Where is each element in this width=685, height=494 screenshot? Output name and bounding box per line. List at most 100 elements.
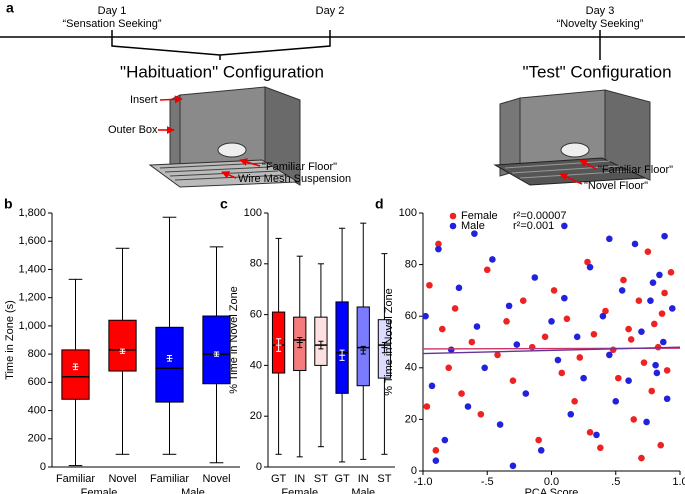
- x-tick-label: 0.0: [544, 476, 559, 488]
- point: [597, 444, 604, 452]
- day-caption: “Sensation Seeking”: [62, 18, 161, 30]
- back-wall: [179, 86, 266, 173]
- y-tick-label: 1,200: [18, 292, 46, 304]
- point: [627, 336, 635, 343]
- point: [571, 398, 578, 405]
- annotation: "Novel Floor": [584, 180, 648, 192]
- day-label: Day 1: [98, 5, 127, 17]
- point: [590, 330, 598, 338]
- x-axis-label: PCA Score: [525, 487, 579, 494]
- annotation: Insert: [130, 94, 158, 106]
- mean-sem: [166, 355, 173, 362]
- y-tick-label: 80: [250, 258, 262, 270]
- point: [586, 429, 594, 436]
- back-wall: [519, 89, 606, 171]
- mean-sem: [296, 336, 303, 349]
- group-label: Male: [181, 487, 205, 494]
- point: [455, 284, 463, 292]
- y-tick-label: 200: [28, 433, 46, 445]
- legend-r2: r²=0.001: [513, 220, 554, 232]
- point: [653, 369, 661, 377]
- y-axis-label: Time in Zone (s): [4, 300, 16, 380]
- y-tick-label: 40: [250, 359, 262, 371]
- x-tick-label: Familiar: [56, 473, 95, 485]
- point: [477, 410, 485, 418]
- point: [612, 398, 620, 405]
- x-tick-label: Novel: [108, 473, 136, 485]
- y-tick-label: 60: [405, 310, 417, 322]
- point: [550, 287, 558, 294]
- y-tick-label: 0: [256, 461, 262, 473]
- point: [535, 436, 542, 444]
- point: [606, 235, 613, 243]
- point: [489, 256, 496, 263]
- legend-label: Male: [461, 220, 485, 232]
- point: [625, 377, 632, 385]
- point: [483, 266, 491, 274]
- point: [656, 271, 663, 279]
- y-tick-label: 100: [399, 207, 417, 219]
- x-tick-label: -.5: [481, 476, 494, 488]
- point: [563, 315, 571, 323]
- point: [505, 302, 513, 310]
- annotation: Wire Mesh Suspension: [238, 173, 351, 185]
- point: [602, 307, 609, 315]
- point: [432, 447, 440, 454]
- point: [638, 454, 645, 462]
- point: [663, 395, 671, 403]
- annotation: "Familiar Floor": [598, 164, 673, 176]
- test-box: [493, 89, 651, 186]
- point: [615, 374, 622, 382]
- panel-label: c: [220, 196, 228, 212]
- point: [471, 230, 478, 237]
- point: [643, 418, 650, 426]
- y-tick-label: 0: [411, 465, 417, 477]
- point: [445, 364, 453, 372]
- arrow: [239, 158, 261, 167]
- y-tick-label: 60: [250, 309, 262, 321]
- mesh: [504, 160, 633, 179]
- point: [640, 359, 648, 366]
- x-tick-label: 1.0: [672, 476, 685, 488]
- point: [447, 346, 455, 354]
- y-tick-label: 400: [28, 404, 46, 416]
- y-axis-label: % Time in Novel Zone: [228, 286, 240, 394]
- box: [335, 301, 349, 394]
- legend-r2: r²=0.00007: [513, 210, 567, 222]
- point: [661, 232, 668, 240]
- point: [509, 462, 517, 470]
- point: [657, 441, 665, 449]
- point: [649, 279, 657, 286]
- y-tick-label: 40: [405, 362, 417, 374]
- fit-line: [422, 346, 681, 355]
- bracket: [111, 30, 331, 60]
- box: [61, 349, 90, 400]
- y-tick-label: 20: [405, 413, 417, 425]
- point: [561, 294, 568, 302]
- panel-a: a Day 1 “Sensation Seeking” Day 2 Day 3 …: [0, 0, 685, 192]
- point: [494, 351, 501, 359]
- y-axis-label: % Time in Novel Zone: [383, 288, 395, 396]
- annotation: "Familiar Floor": [262, 161, 337, 173]
- point: [441, 436, 449, 444]
- x-tick-label: GT: [271, 473, 287, 485]
- point: [503, 318, 510, 325]
- y-tick-label: 800: [28, 348, 46, 360]
- day-label: Day 3: [586, 5, 615, 17]
- group-label: Male: [351, 487, 375, 494]
- point: [468, 338, 476, 346]
- config-title: "Test" Configuration: [522, 62, 671, 81]
- point: [537, 447, 545, 454]
- point: [531, 274, 539, 281]
- arrow: [579, 159, 597, 170]
- y-tick-label: 600: [28, 376, 46, 388]
- point: [580, 374, 587, 382]
- point: [667, 269, 675, 276]
- point: [648, 387, 656, 395]
- panel-label: b: [4, 196, 13, 212]
- mean-sem: [119, 348, 126, 354]
- point: [661, 289, 668, 297]
- point: [651, 320, 658, 328]
- legend-marker: [449, 212, 457, 220]
- point: [625, 325, 632, 333]
